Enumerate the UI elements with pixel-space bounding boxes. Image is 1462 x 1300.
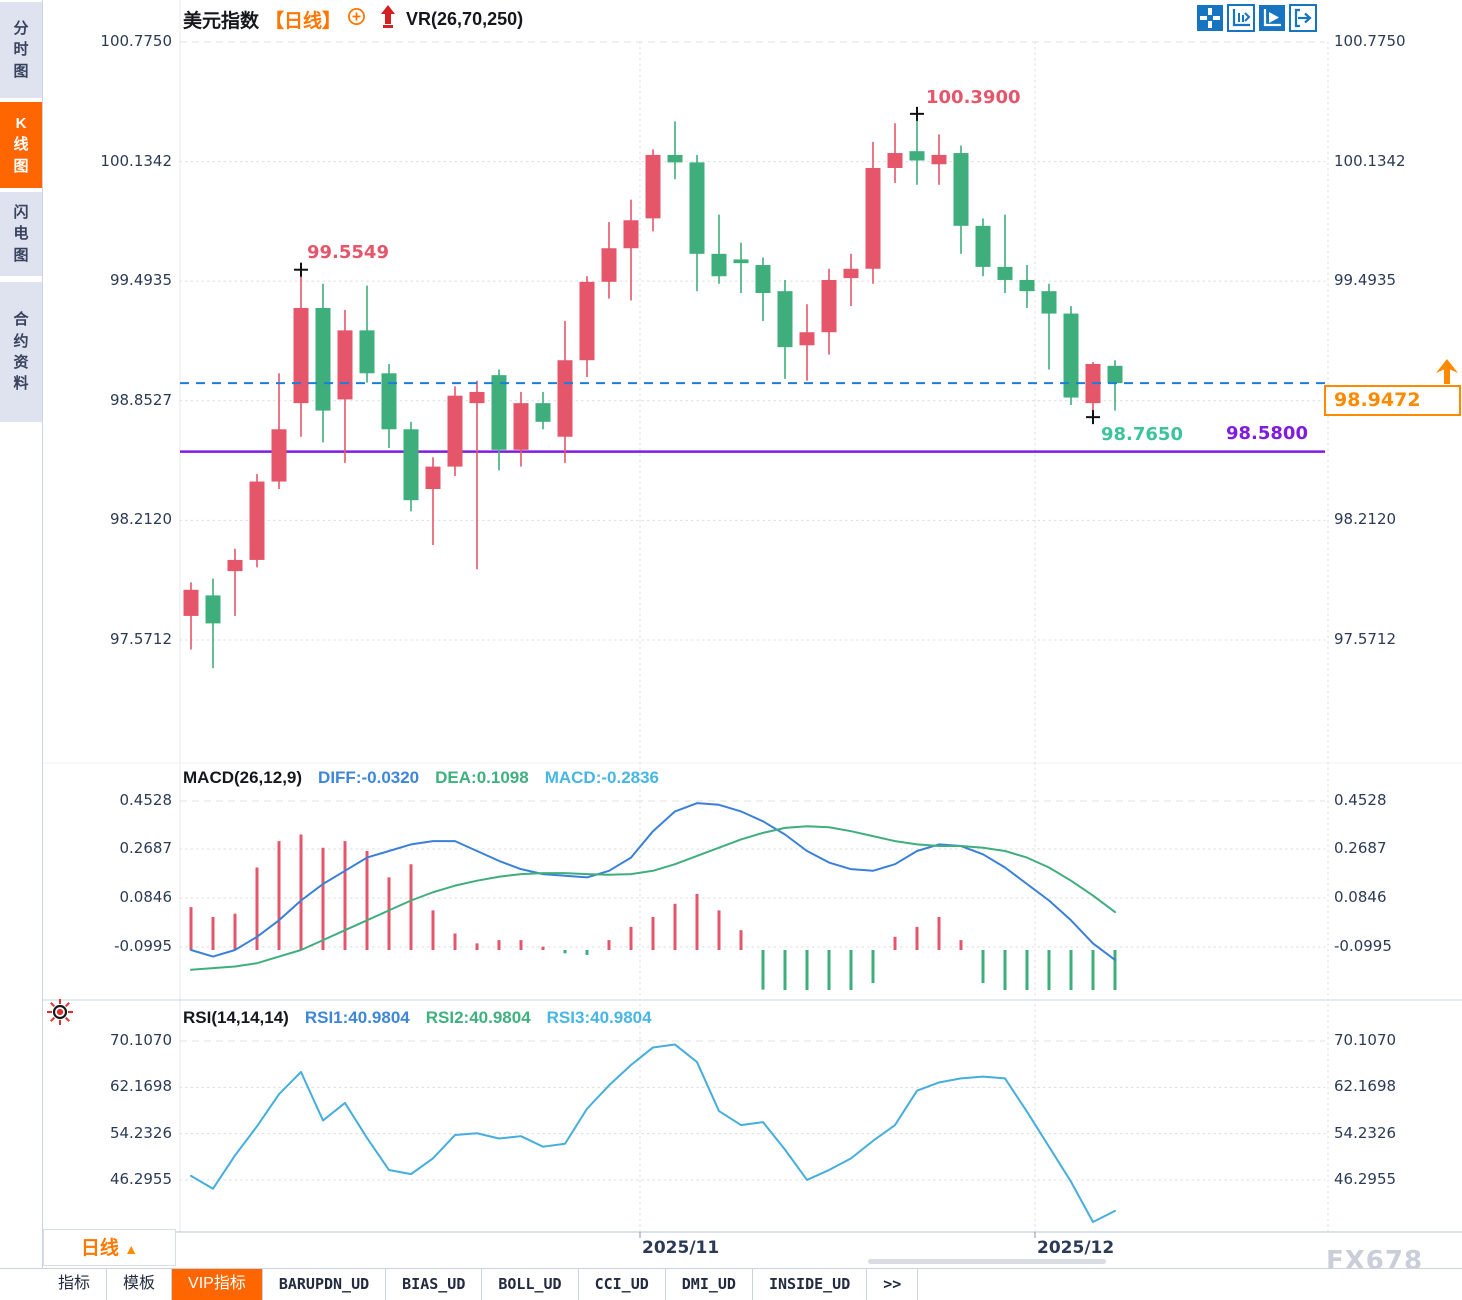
macd-hist-value: MACD:-0.2836 xyxy=(544,768,660,787)
jump-latest-icon[interactable] xyxy=(1289,4,1317,32)
pan-crosshair-icon[interactable] xyxy=(1196,4,1224,32)
scale-axis-icon[interactable] xyxy=(1227,4,1255,32)
sidebar-tab-1[interactable]: 分时图 xyxy=(0,2,42,98)
bottom-tab-10[interactable]: >> xyxy=(867,1269,919,1300)
y-axis-label: -0.0995 xyxy=(114,937,172,955)
y-axis-label: -0.0995 xyxy=(1334,937,1392,955)
sidebar-tab-3[interactable]: 闪电图 xyxy=(0,192,42,276)
macd-diff-value: DIFF:-0.0320 xyxy=(318,768,420,787)
bottom-tab-7[interactable]: CCI_UD xyxy=(579,1269,666,1300)
y-axis-label: 0.2687 xyxy=(119,839,173,857)
rsi2-value: RSI2:40.9804 xyxy=(425,1008,531,1027)
chart-toolbar xyxy=(1196,4,1317,32)
y-axis-label: 46.2955 xyxy=(109,1169,172,1188)
y-axis-label: 54.2326 xyxy=(109,1123,172,1142)
bottom-tab-9[interactable]: INSIDE_UD xyxy=(753,1269,868,1300)
y-axis-label: 46.2955 xyxy=(1334,1169,1397,1188)
y-axis-label: 99.4935 xyxy=(1334,271,1397,290)
macd-header: MACD(26,12,9) DIFF:-0.0320 DEA:0.1098 MA… xyxy=(183,768,659,788)
auto-follow-icon[interactable] xyxy=(1258,4,1286,32)
indicator-settings-sun-icon[interactable] xyxy=(45,997,75,1032)
horizontal-scrollbar-thumb[interactable] xyxy=(868,1259,1106,1264)
sidebar-tab-4[interactable]: 合约资料 xyxy=(0,282,42,422)
macd-dea-value: DEA:0.1098 xyxy=(435,768,529,787)
support-level-label: 98.5800 xyxy=(1226,423,1308,444)
x-axis-date-label: 2025/12 xyxy=(1037,1238,1115,1258)
bottom-tab-4[interactable]: BARUPDN_UD xyxy=(263,1269,387,1300)
y-axis-label: 97.5712 xyxy=(1334,629,1397,648)
y-axis-label: 100.1342 xyxy=(1334,151,1406,170)
current-price-badge: 98.9472 xyxy=(1324,385,1461,416)
y-axis-label: 97.5712 xyxy=(109,629,172,648)
rsi-header: RSI(14,14,14) RSI1:40.9804 RSI2:40.9804 … xyxy=(183,1008,652,1028)
y-axis-label: 62.1698 xyxy=(1334,1077,1397,1096)
y-axis-label: 100.7750 xyxy=(100,32,172,50)
rsi3-value: RSI3:40.9804 xyxy=(546,1008,652,1027)
period-dropdown-label: 日线 xyxy=(80,1238,119,1259)
y-axis-label: 98.2120 xyxy=(1334,510,1397,529)
bottom-tab-5[interactable]: BIAS_UD xyxy=(386,1269,483,1300)
rsi-name: RSI(14,14,14) xyxy=(183,1008,289,1027)
low-annotation: 98.7650 xyxy=(1101,424,1183,446)
y-axis-label: 0.0846 xyxy=(1334,888,1387,906)
y-axis-label: 100.1342 xyxy=(100,151,172,170)
rsi1-value: RSI1:40.9804 xyxy=(304,1008,410,1027)
y-axis-label: 100.7750 xyxy=(1334,32,1406,50)
y-axis-label: 0.0846 xyxy=(119,888,173,906)
y-axis-label: 0.4528 xyxy=(119,791,173,809)
bottom-tab-1[interactable]: 指标 xyxy=(42,1269,108,1300)
buy-arrow-icon xyxy=(378,4,398,35)
x-axis-date-label: 2025/11 xyxy=(642,1238,720,1258)
y-axis-label: 70.1070 xyxy=(1334,1031,1397,1049)
macd-name: MACD(26,12,9) xyxy=(183,768,303,787)
y-axis-label: 70.1070 xyxy=(109,1031,172,1049)
y-axis-label: 98.2120 xyxy=(109,510,172,529)
bottom-tab-2[interactable]: 模板 xyxy=(107,1269,173,1300)
peak-annotation: 100.3900 xyxy=(926,86,1021,108)
y-axis-label: 54.2326 xyxy=(1334,1123,1397,1142)
price-up-arrow-icon xyxy=(1434,357,1460,392)
period-tag: 【日线】 xyxy=(265,10,342,32)
period-dropdown-button[interactable]: 日线 ▲ xyxy=(43,1229,176,1266)
symbol-title: 美元指数 xyxy=(183,10,260,32)
high-annotation: 99.5549 xyxy=(307,241,389,263)
circle-plus-icon[interactable] xyxy=(347,7,366,31)
y-axis-label: 62.1698 xyxy=(109,1077,172,1096)
chart-header: 美元指数 【日线】 VR(26,70,250) xyxy=(183,4,523,34)
y-axis-label: 98.8527 xyxy=(109,390,172,409)
y-axis-label: 99.4935 xyxy=(109,271,172,290)
bottom-tab-6[interactable]: BOLL_UD xyxy=(482,1269,579,1300)
bottom-tab-8[interactable]: DMI_UD xyxy=(666,1269,753,1300)
triangle-up-icon: ▲ xyxy=(124,1241,139,1257)
y-axis-label: 0.4528 xyxy=(1334,791,1387,809)
indicator-tab-bar: 指标 模板 VIP指标 BARUPDN_UD BIAS_UD BOLL_UD CCI_UD D… xyxy=(0,1268,1462,1300)
bottom-tab-3[interactable]: VIP指标 xyxy=(172,1269,263,1300)
y-axis-label: 0.2687 xyxy=(1334,839,1387,857)
vr-indicator-label: VR(26,70,250) xyxy=(406,8,524,29)
